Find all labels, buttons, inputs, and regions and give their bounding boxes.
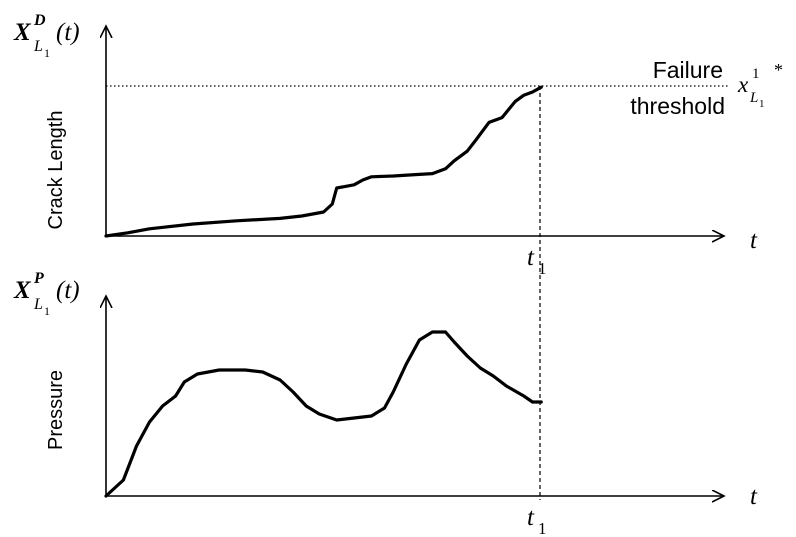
- pressure-function-sub: L: [33, 296, 43, 313]
- crack-function-symbol: X: [13, 19, 32, 46]
- crack-function-label: X: [13, 19, 32, 46]
- pressure-curve: [104, 330, 543, 498]
- pressure-function-arg: (t): [56, 277, 80, 304]
- pressure-y-label: Pressure: [45, 370, 67, 450]
- crack-function-sup: D: [33, 12, 46, 29]
- threshold-symbol: x: [737, 72, 749, 97]
- crack-x-label: t: [750, 227, 758, 254]
- pressure-function-subsub: 1: [44, 304, 50, 318]
- crack-y-label: Crack Length: [45, 111, 67, 230]
- crack-length-curve: [104, 85, 543, 238]
- pressure-function-symbol: X: [13, 277, 32, 304]
- pressure-panel: X P L 1 (t) Pressure t t 1: [13, 270, 758, 537]
- crack-length-panel: X D L 1 (t) Crack Length Failure thresho…: [13, 12, 783, 500]
- threshold-symbol-sub: L: [749, 90, 758, 106]
- crack-function-arg: (t): [56, 19, 80, 46]
- threshold-symbol-subsub: 1: [759, 98, 765, 110]
- crack-t1-sub: 1: [538, 259, 547, 278]
- pressure-t1-label: t: [527, 504, 535, 531]
- failure-label: Failure: [653, 57, 723, 83]
- pressure-function-label: X: [13, 277, 32, 304]
- pressure-function-sup: P: [33, 270, 44, 287]
- threshold-symbol-star: *: [774, 60, 783, 80]
- crack-function-sub: L: [33, 38, 43, 55]
- crack-function-subsub: 1: [44, 46, 50, 60]
- pressure-t1-sub: 1: [538, 519, 547, 537]
- pressure-x-label: t: [750, 483, 758, 510]
- threshold-label: threshold: [630, 93, 725, 119]
- crack-t1-label: t: [527, 244, 535, 271]
- threshold-symbol-sup: 1: [752, 66, 760, 82]
